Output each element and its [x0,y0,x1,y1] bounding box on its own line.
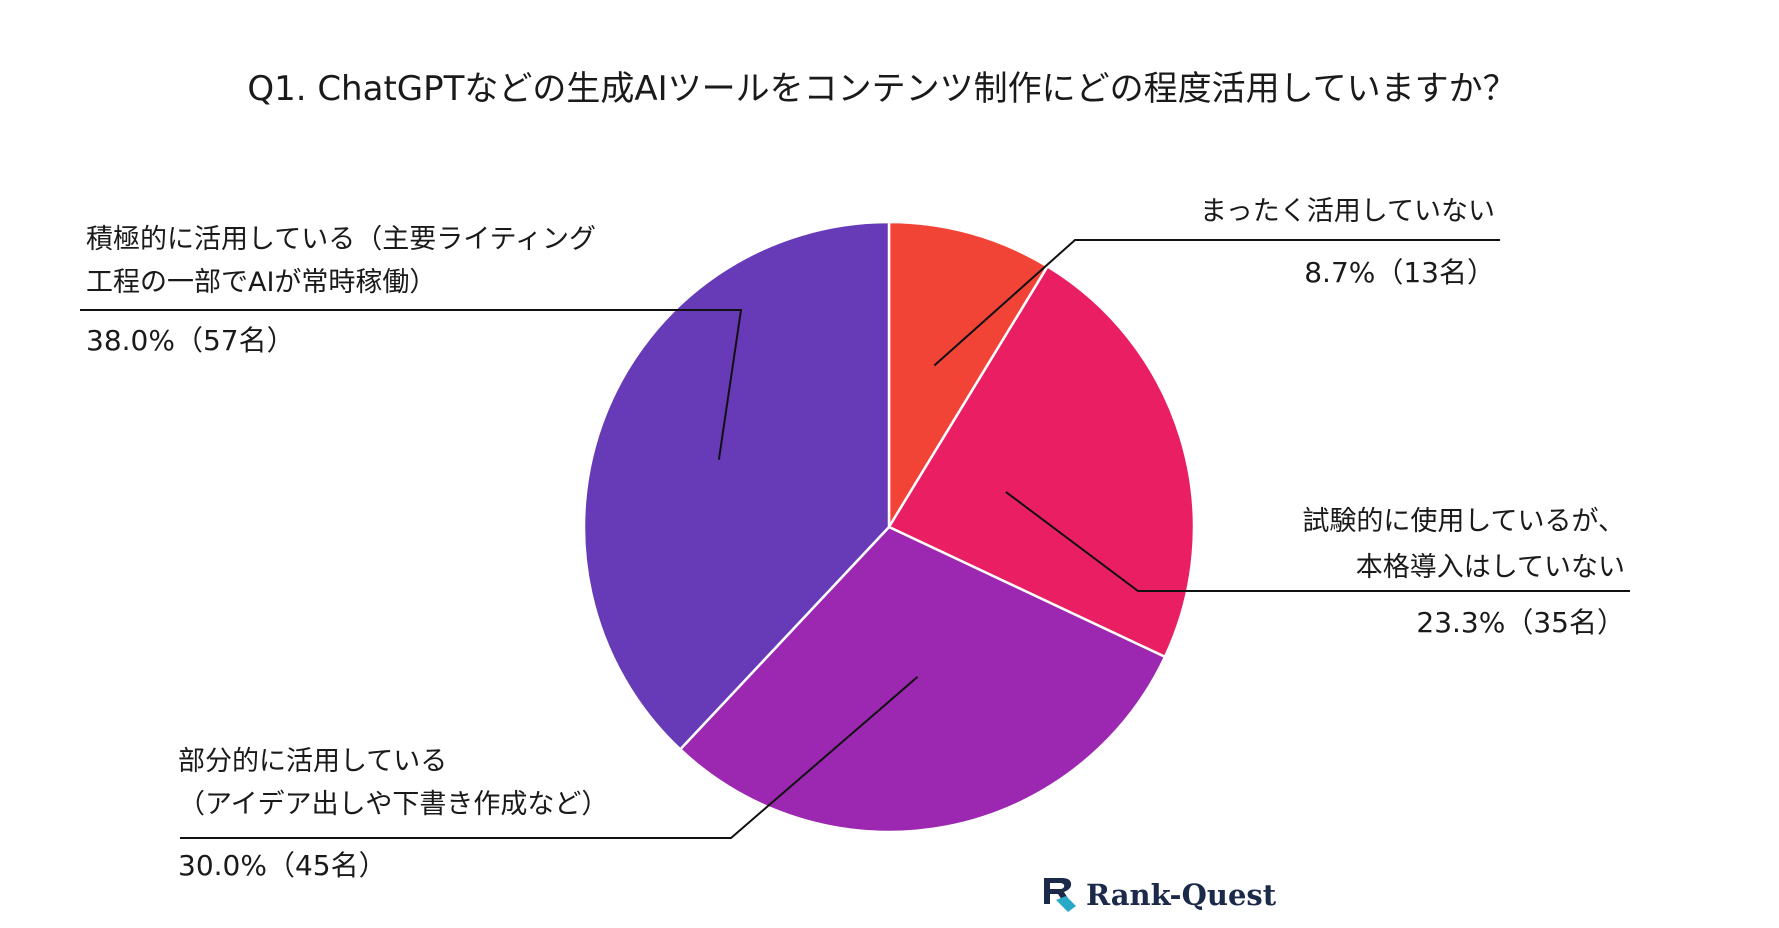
pie-slice-active [582,220,891,752]
slice-label-trial-line-2: 本格導入はしていない [1356,552,1625,583]
leader-line-partial [180,676,919,839]
brand-logo: Rank-Quest [1044,878,1277,912]
slice-label-active-line-1: 積極的に活用している（主要ライティング [86,224,596,255]
slice-label-partial-line-2: （アイデア出しや下書き作成など） [178,789,608,820]
slice-label-active-line-2: 工程の一部でAIが常時稼働） [86,267,436,298]
leader-line-none [933,239,1500,367]
slice-label-none-line-1: まったく活用していない [1200,196,1495,227]
brand-name: Rank-Quest [1086,878,1277,912]
pie-slice-partial [678,525,1167,834]
chart-title: Q1. ChatGPTなどの生成AIツールをコンテンツ制作にどの程度活用していま… [247,69,1516,109]
pie-slices [582,220,1196,834]
slice-value-active: 38.0%（57名） [86,324,295,357]
leader-lines [80,239,1630,839]
slice-label-trial-line-1: 試験的に使用しているが、 [1302,506,1625,537]
slice-label-partial-line-1: 部分的に活用している [178,746,447,777]
leader-line-trial [1005,491,1630,592]
slice-labels: まったく活用していない 8.7%（13名） 試験的に使用しているが、本格導入はしてい… [86,196,1625,882]
slice-value-partial: 30.0%（45名） [178,849,387,882]
pie-slice-none [887,220,1050,532]
slice-value-none: 8.7%（13名） [1304,256,1495,289]
leader-line-active [80,309,743,460]
rank-quest-logo-icon [1044,878,1076,912]
slice-value-trial: 23.3%（35名） [1416,606,1625,639]
pie-slice-trial [887,264,1196,659]
